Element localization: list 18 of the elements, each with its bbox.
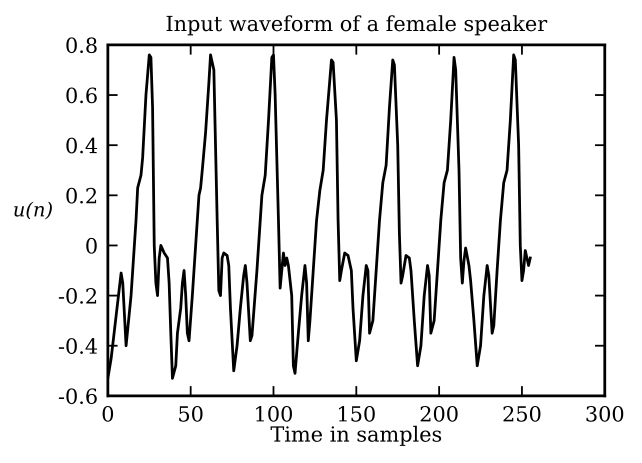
y-tick-label: -0.6 [58,388,97,404]
y-axis-title: u(n) [14,202,52,220]
x-axis-title: Time in samples [270,426,442,446]
y-tick-label: -0.2 [58,288,96,304]
x-tick-label: 250 [503,406,540,422]
x-tick-label: 50 [179,406,203,422]
chart-title: Input waveform of a female speaker [166,15,548,36]
y-tick-label: 0.2 [66,188,96,204]
x-tick-label: 200 [420,406,458,422]
x-tick-label: 300 [586,406,624,422]
x-tick-label: 150 [338,406,375,422]
y-tick-label: 0 [86,238,97,254]
x-tick-label: 0 [102,406,114,422]
y-tick-label: 0.6 [66,88,97,104]
y-tick-label: -0.4 [58,338,98,354]
y-tick-label: 0.4 [66,138,98,154]
y-tick-label: 0.8 [66,37,97,54]
x-tick-label: 100 [256,406,292,422]
